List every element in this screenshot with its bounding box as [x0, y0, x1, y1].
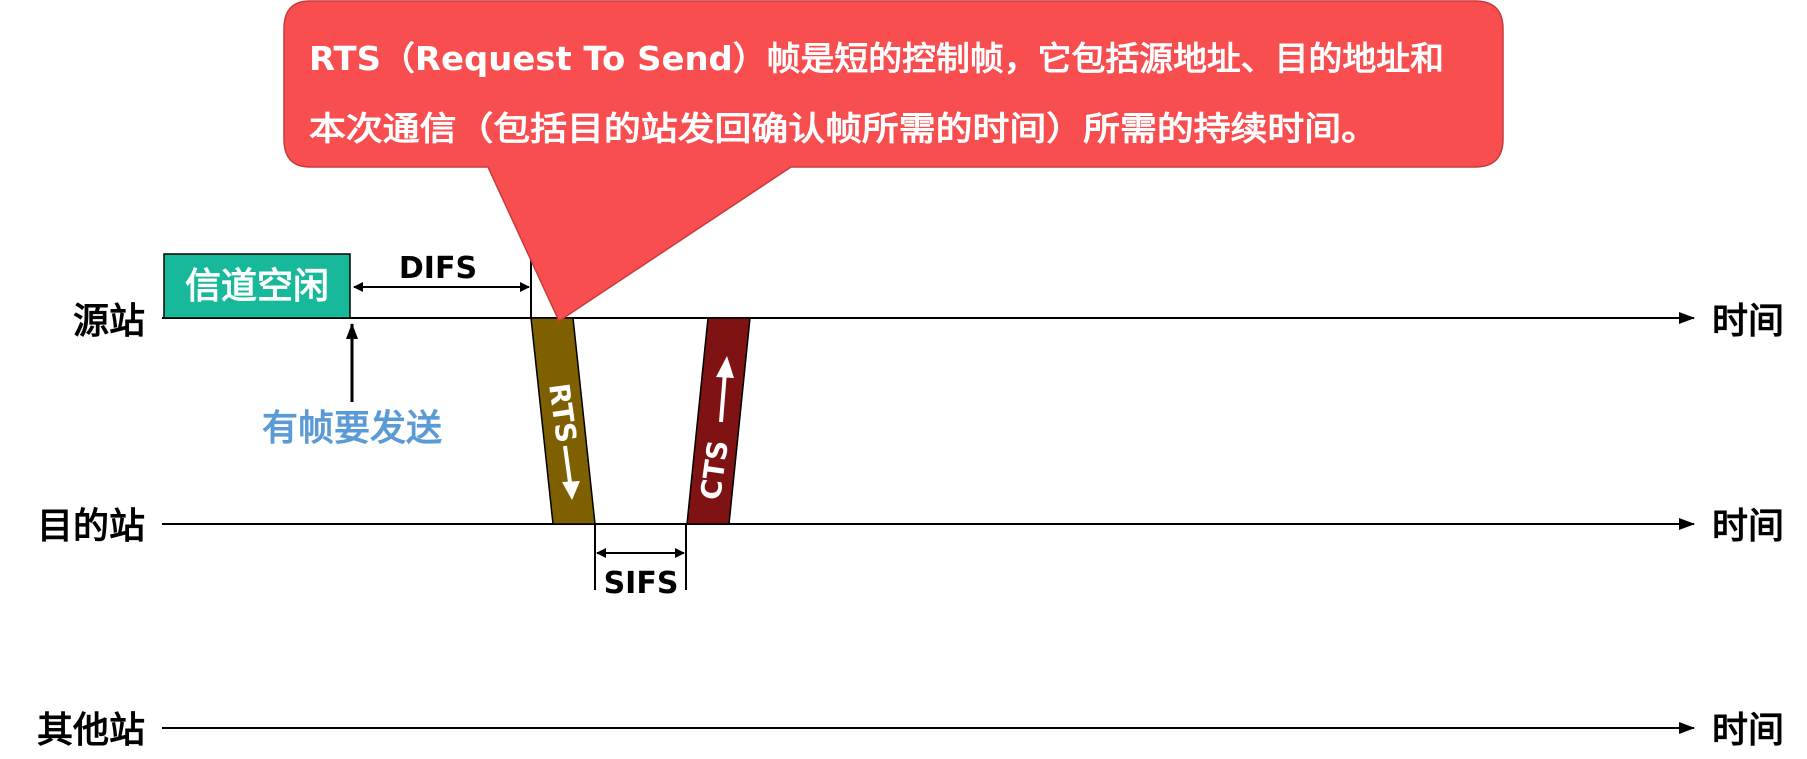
callout-bubble — [283, 0, 1504, 323]
callout-text-line2: 本次通信（包括目的站发回确认帧所需的时间）所需的持续时间。 — [309, 109, 1378, 148]
time-label-source: 时间 — [1712, 301, 1784, 342]
station-label-others: 其他站 — [37, 710, 145, 751]
has-frame-label: 有帧要发送 — [262, 408, 442, 449]
cts-direction-arrow-icon — [716, 356, 734, 423]
rts-direction-arrow-icon — [562, 445, 580, 500]
time-label-others: 时间 — [1712, 710, 1784, 751]
rts-frame-label: RTS — [542, 381, 583, 445]
station-label-destination: 目的站 — [37, 506, 145, 547]
time-label-destination: 时间 — [1712, 506, 1784, 547]
cts-frame — [686, 317, 751, 525]
difs-label: DIFS — [399, 251, 477, 286]
callout-text-line1: RTS（Request To Send）帧是短的控制帧，它包括源地址、目的地址和 — [309, 39, 1444, 78]
channel-idle-label: 信道空闲 — [185, 266, 329, 307]
station-label-source: 源站 — [73, 301, 145, 342]
sifs-label: SIFS — [604, 566, 679, 601]
channel-idle-box — [163, 253, 351, 319]
cts-frame-label: CTS — [694, 438, 735, 502]
